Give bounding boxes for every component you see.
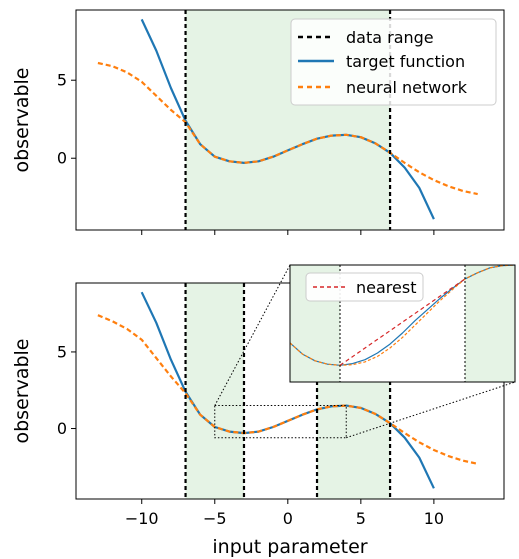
data-range-shading-1	[185, 283, 244, 499]
x-tick-label: 5	[356, 509, 366, 528]
zoom-region-box	[214, 405, 347, 439]
y-tick-label: 5	[57, 342, 67, 361]
zoom-indicator	[214, 264, 516, 439]
y-tick-label: 0	[57, 419, 67, 438]
x-tick-label: 0	[283, 509, 293, 528]
y-tick-label: 5	[57, 71, 67, 90]
zoom-connector-line	[346, 381, 516, 439]
legend-label-neural-network: neural network	[346, 78, 468, 97]
x-tick-label: −5	[203, 509, 227, 528]
top-plot-frame	[75, 9, 505, 231]
legend-label-data-range: data range	[346, 28, 434, 47]
top-legend-box	[290, 18, 497, 106]
inset-plot: nearest	[289, 264, 516, 383]
bottom-x-axis-label: input parameter	[212, 536, 367, 558]
legend-label-nearest: nearest	[356, 278, 416, 297]
top-plot: 0 5 observable data range target function…	[11, 9, 505, 235]
series-line-neural-network	[97, 314, 478, 465]
x-tick-label: 10	[424, 509, 444, 528]
top-y-axis-label: observable	[11, 67, 33, 172]
series-line-neural-network	[290, 265, 515, 366]
series-line-nearest	[339, 278, 466, 366]
y-tick-label: 0	[57, 149, 67, 168]
inset-legend-box	[305, 272, 424, 302]
legend-label-target-function: target function	[346, 52, 465, 71]
series-line-neural-network	[97, 61, 478, 196]
data-range-shading-2	[465, 265, 515, 382]
inset-frame	[289, 264, 516, 383]
bottom-y-axis-label: observable	[11, 338, 33, 443]
inset-legend: nearest	[305, 272, 424, 302]
top-legend: data range target function neural networ…	[290, 18, 497, 106]
x-tick-label: −10	[125, 509, 159, 528]
